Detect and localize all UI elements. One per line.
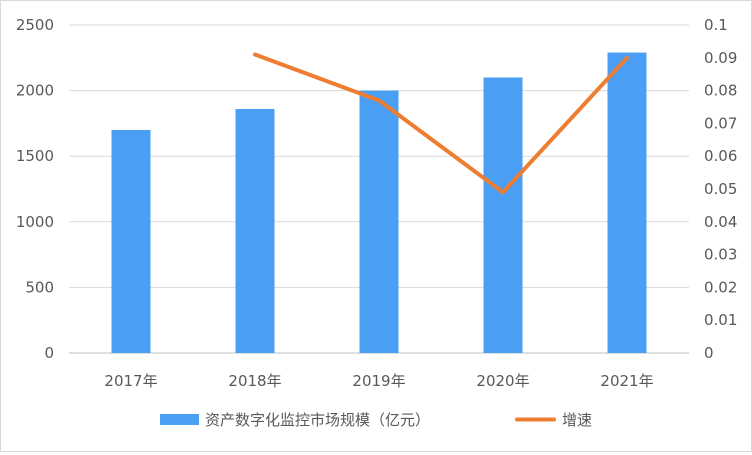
right-tick-label: 0.09 (704, 49, 737, 67)
growth-line (253, 52, 629, 195)
x-axis-ticks: 2017年 2018年 2019年 2020年 2021年 (104, 372, 653, 390)
left-tick-label: 500 (25, 278, 54, 296)
x-tick-label: 2019年 (352, 372, 405, 390)
line-series (253, 52, 629, 195)
bar (359, 90, 399, 353)
x-tick-label: 2018年 (228, 372, 281, 390)
bar (483, 77, 523, 353)
legend-label-line: 增速 (562, 411, 592, 429)
legend-label-bar: 资产数字化监控市场规模（亿元） (205, 411, 430, 429)
right-tick-label: 0.08 (704, 82, 737, 100)
legend: 资产数字化监控市场规模（亿元） 增速 (160, 411, 592, 429)
left-tick-label: 0 (44, 344, 54, 362)
bar (111, 129, 151, 353)
bar-series (111, 52, 647, 353)
legend-swatch-bar (160, 414, 199, 425)
right-tick-label: 0 (704, 344, 714, 362)
right-tick-label: 0.07 (704, 114, 737, 132)
right-tick-label: 0.03 (704, 246, 737, 264)
right-tick-label: 0.05 (704, 180, 737, 198)
right-tick-label: 0.04 (704, 213, 737, 231)
right-tick-label: 0.02 (704, 278, 737, 296)
x-tick-label: 2020年 (476, 372, 529, 390)
left-axis-ticks: 0 500 1000 1500 2000 2500 (16, 16, 54, 362)
right-tick-label: 0.06 (704, 147, 737, 165)
left-tick-label: 2500 (16, 16, 54, 34)
left-tick-label: 1000 (16, 213, 54, 231)
x-tick-label: 2021年 (600, 372, 653, 390)
right-axis-ticks: 0 0.01 0.02 0.03 0.04 0.05 0.06 0.07 0.08 0.09 0.1 (704, 16, 737, 362)
right-tick-label: 0.01 (704, 311, 737, 329)
left-tick-label: 2000 (16, 82, 54, 100)
bar (235, 108, 275, 353)
left-tick-label: 1500 (16, 147, 54, 165)
right-tick-label: 0.1 (704, 16, 728, 34)
bar (607, 52, 647, 353)
x-tick-label: 2017年 (104, 372, 157, 390)
